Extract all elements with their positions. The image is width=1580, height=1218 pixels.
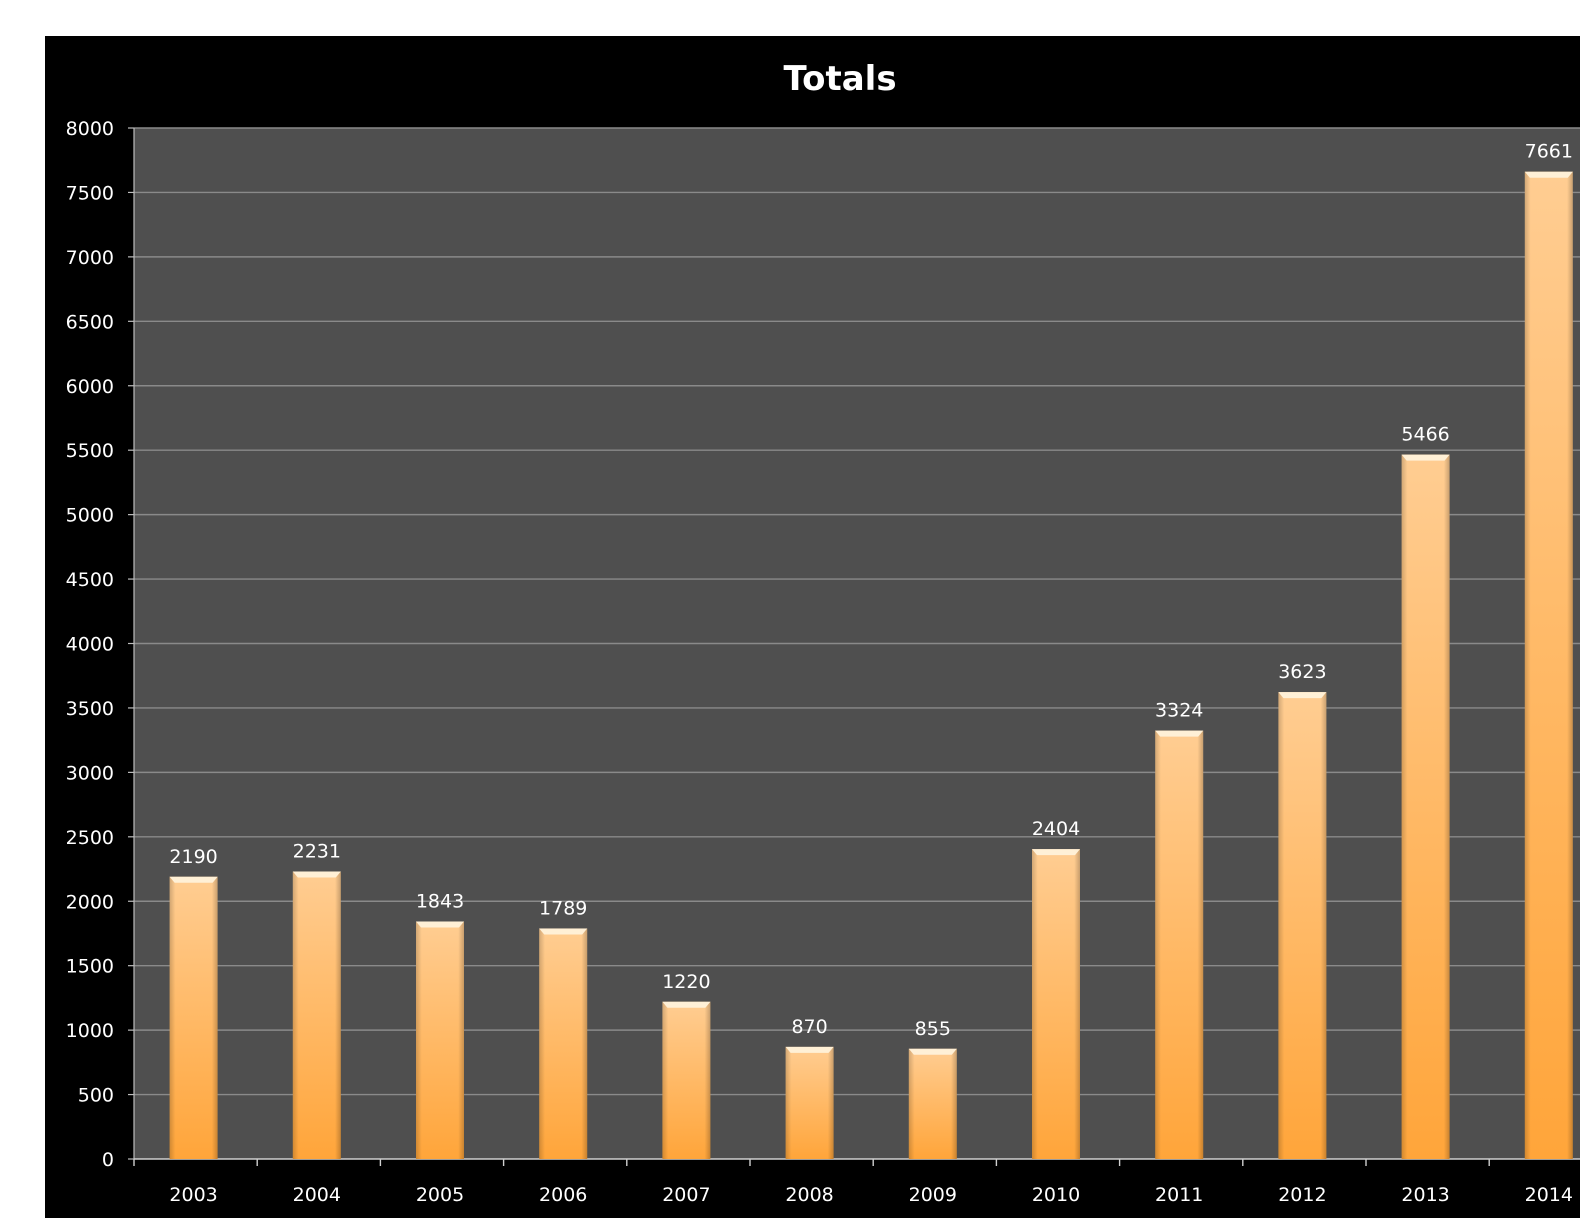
y-tick-label: 4000 (66, 634, 114, 656)
y-tick-label: 6500 (66, 311, 114, 333)
data-label: 1789 (539, 897, 587, 919)
x-tick-label: 2003 (169, 1184, 217, 1206)
y-tick-label: 7500 (66, 182, 114, 204)
bar-shade (908, 1048, 957, 1159)
x-tick-label: 2007 (662, 1184, 710, 1206)
bar-2005 (416, 921, 464, 1159)
data-labels: 2190 2231 1843 1789 1220 870 855 2404 3324 3623 54… (169, 141, 1573, 1040)
bar-shade (1032, 849, 1080, 1159)
x-tick-label: 2014 (1525, 1184, 1573, 1206)
bar-2009 (908, 1048, 957, 1159)
bar-cap (292, 871, 341, 878)
x-tick-label: 2013 (1401, 1184, 1449, 1206)
data-label: 870 (791, 1016, 827, 1038)
y-tick-label: 7000 (66, 247, 114, 269)
bar-series (169, 171, 1573, 1160)
bar-shade (1155, 730, 1204, 1159)
y-tick-label: 5000 (66, 505, 114, 527)
bar-cap (1524, 171, 1573, 178)
data-label: 3324 (1155, 700, 1203, 722)
bar-2014 (1524, 171, 1573, 1160)
bar-cap (1032, 849, 1080, 856)
bar-cap (169, 876, 218, 883)
bar-shade (1278, 692, 1327, 1159)
data-label: 3623 (1278, 661, 1326, 683)
y-tick-label: 8000 (66, 118, 114, 140)
bar-cap (416, 921, 464, 928)
x-tick-label: 2009 (909, 1184, 957, 1206)
y-tick-label: 2000 (66, 891, 114, 913)
bar-cap (908, 1048, 957, 1055)
bar-cap (662, 1001, 711, 1008)
bar-shade (1524, 171, 1573, 1160)
y-tick-label: 4500 (66, 569, 114, 591)
y-tick-label: 5500 (66, 440, 114, 462)
data-label: 855 (915, 1018, 951, 1040)
y-tick-label: 3000 (66, 762, 114, 784)
bar-cap (539, 928, 588, 935)
bar-shade (785, 1046, 834, 1159)
bar-2006 (539, 928, 588, 1159)
bar-2012 (1278, 692, 1327, 1159)
y-tick-label: 3500 (66, 698, 114, 720)
bar-shade (292, 871, 341, 1159)
data-label: 2404 (1032, 818, 1080, 840)
bar-shade (662, 1001, 711, 1159)
x-tick-label: 2006 (539, 1184, 587, 1206)
bar-shade (539, 928, 588, 1159)
bar-2010 (1032, 849, 1080, 1159)
bar-shade (169, 876, 218, 1159)
bar-cap (1155, 730, 1204, 737)
bar-cap (1401, 454, 1450, 461)
bar-2007 (662, 1001, 711, 1159)
bar-2011 (1155, 730, 1204, 1159)
y-axis: 0 500 1000 1500 2000 2500 3000 3500 4000 4500 5000… (66, 118, 135, 1171)
bar-cap (785, 1046, 834, 1053)
data-label: 1220 (662, 971, 710, 993)
data-label: 2190 (169, 846, 217, 868)
bar-shade (1401, 454, 1450, 1160)
data-label: 7661 (1525, 141, 1573, 163)
data-label: 2231 (293, 840, 341, 862)
y-tick-label: 1000 (66, 1020, 114, 1042)
gridlines (134, 127, 1580, 1096)
y-tick-label: 2500 (66, 827, 114, 849)
x-axis: 2003 2004 2005 2006 2007 2008 2009 2010 2011 2012… (133, 1158, 1580, 1206)
y-tick-label: 0 (102, 1149, 114, 1171)
x-tick-label: 2005 (416, 1184, 464, 1206)
bar-2004 (292, 871, 341, 1159)
x-tick-label: 2010 (1032, 1184, 1080, 1206)
y-tick-label: 1500 (66, 956, 114, 978)
bar-shade (416, 921, 464, 1159)
x-tick-label: 2004 (293, 1184, 341, 1206)
bar-2003 (169, 876, 218, 1159)
bar-2013 (1401, 454, 1450, 1160)
y-tick-label: 6000 (66, 376, 114, 398)
data-label: 5466 (1401, 424, 1449, 446)
bar-cap (1278, 692, 1327, 699)
chart-title: Totals (783, 59, 897, 99)
x-tick-label: 2008 (785, 1184, 833, 1206)
data-label: 1843 (416, 890, 464, 912)
x-tick-label: 2011 (1155, 1184, 1203, 1206)
y-tick-label: 500 (78, 1085, 114, 1107)
bar-2008 (785, 1046, 834, 1159)
x-tick-label: 2012 (1278, 1184, 1326, 1206)
